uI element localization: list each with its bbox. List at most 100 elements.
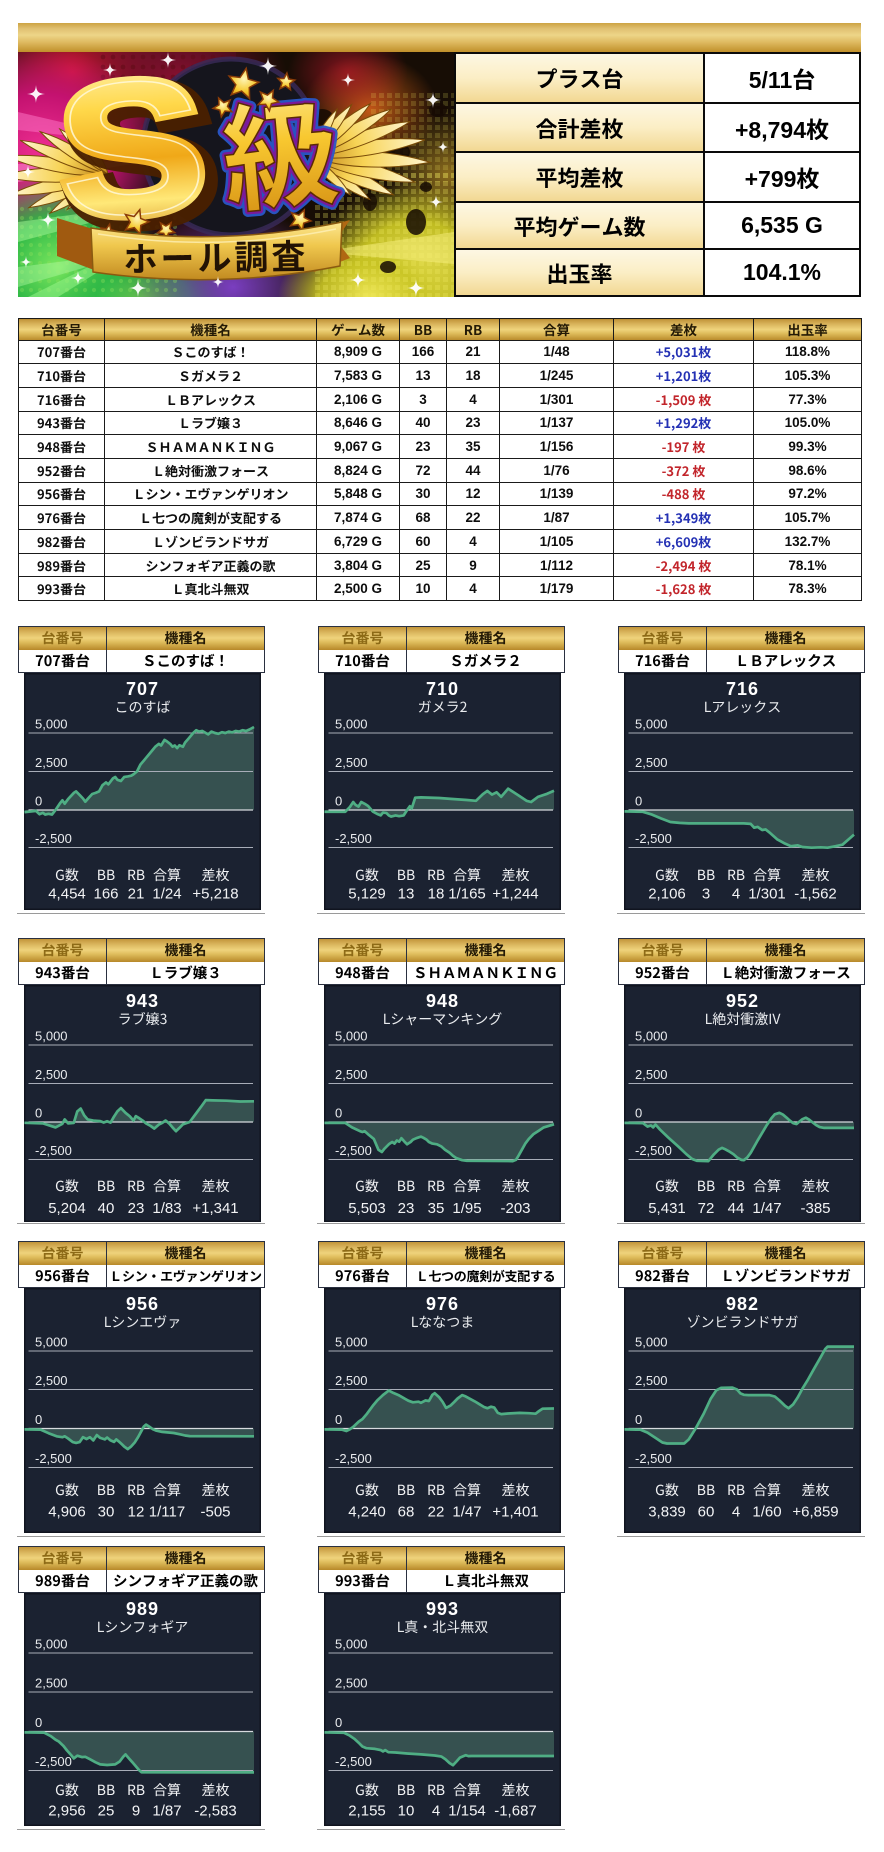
svg-text:2,155: 2,155 bbox=[348, 1803, 386, 1820]
svg-text:0: 0 bbox=[635, 1105, 642, 1120]
svg-text:合算: 合算 bbox=[753, 865, 781, 885]
svg-text:1/24: 1/24 bbox=[152, 886, 181, 903]
svg-text:956: 956 bbox=[126, 1294, 159, 1314]
svg-text:合算: 合算 bbox=[453, 1176, 481, 1196]
svg-text:差枚: 差枚 bbox=[802, 1480, 830, 1500]
svg-text:976: 976 bbox=[426, 1294, 459, 1314]
svg-text:BB: BB bbox=[697, 1176, 715, 1196]
svg-text:2,500: 2,500 bbox=[35, 1676, 68, 1691]
svg-text:2,956: 2,956 bbox=[48, 1803, 86, 1820]
svg-text:差枚: 差枚 bbox=[502, 1480, 530, 1500]
svg-text:合算: 合算 bbox=[453, 1480, 481, 1500]
svg-text:13: 13 bbox=[398, 886, 415, 903]
svg-text:+6,859: +6,859 bbox=[792, 1504, 838, 1521]
svg-text:2,500: 2,500 bbox=[635, 1067, 668, 1082]
svg-text:4,906: 4,906 bbox=[48, 1504, 86, 1521]
svg-text:ゾンビランドサガ: ゾンビランドサガ bbox=[687, 1312, 799, 1332]
svg-text:-2,500: -2,500 bbox=[335, 1754, 372, 1769]
svg-text:0: 0 bbox=[335, 1715, 342, 1730]
svg-text:-2,500: -2,500 bbox=[35, 831, 72, 846]
svg-text:4: 4 bbox=[732, 886, 740, 903]
svg-text:0: 0 bbox=[35, 1412, 42, 1427]
svg-text:ホール調査: ホール調査 bbox=[123, 229, 309, 281]
svg-text:2,106: 2,106 bbox=[648, 886, 686, 903]
svg-text:RB: RB bbox=[727, 1176, 745, 1196]
svg-text:差枚: 差枚 bbox=[202, 865, 230, 885]
svg-text:2,500: 2,500 bbox=[635, 1373, 668, 1388]
svg-text:L真・北斗無双: L真・北斗無双 bbox=[397, 1617, 489, 1637]
svg-text:2,500: 2,500 bbox=[335, 1676, 368, 1691]
svg-text:9: 9 bbox=[132, 1803, 140, 1820]
svg-text:差枚: 差枚 bbox=[802, 1176, 830, 1196]
svg-text:+1,401: +1,401 bbox=[492, 1504, 538, 1521]
svg-text:0: 0 bbox=[335, 1105, 342, 1120]
svg-text:差枚: 差枚 bbox=[202, 1780, 230, 1800]
svg-text:5,204: 5,204 bbox=[48, 1200, 86, 1217]
svg-text:3: 3 bbox=[702, 886, 710, 903]
svg-text:0: 0 bbox=[35, 1715, 42, 1730]
svg-text:40: 40 bbox=[98, 1200, 115, 1217]
svg-text:35: 35 bbox=[428, 1200, 445, 1217]
svg-text:5,000: 5,000 bbox=[335, 717, 368, 732]
svg-text:5,000: 5,000 bbox=[335, 1335, 368, 1350]
svg-text:BB: BB bbox=[397, 865, 415, 885]
svg-text:30: 30 bbox=[98, 1504, 115, 1521]
svg-text:RB: RB bbox=[427, 1480, 445, 1500]
svg-text:-505: -505 bbox=[200, 1504, 230, 1521]
svg-text:0: 0 bbox=[335, 794, 342, 809]
svg-text:25: 25 bbox=[98, 1803, 115, 1820]
svg-text:5,000: 5,000 bbox=[35, 1028, 68, 1043]
svg-text:5,000: 5,000 bbox=[635, 717, 668, 732]
svg-text:RB: RB bbox=[427, 1176, 445, 1196]
svg-text:948: 948 bbox=[426, 991, 459, 1011]
svg-text:1/95: 1/95 bbox=[452, 1200, 481, 1217]
svg-text:18: 18 bbox=[428, 886, 445, 903]
svg-text:5,000: 5,000 bbox=[35, 1335, 68, 1350]
svg-text:Lアレックス: Lアレックス bbox=[704, 697, 782, 717]
svg-text:G数: G数 bbox=[655, 865, 679, 885]
svg-text:Lシャーマンキング: Lシャーマンキング bbox=[383, 1009, 503, 1029]
svg-text:4: 4 bbox=[432, 1803, 440, 1820]
svg-text:合算: 合算 bbox=[153, 1480, 181, 1500]
svg-text:-385: -385 bbox=[800, 1200, 830, 1217]
svg-text:68: 68 bbox=[398, 1504, 415, 1521]
svg-text:合算: 合算 bbox=[753, 1480, 781, 1500]
svg-text:5,000: 5,000 bbox=[635, 1028, 668, 1043]
svg-text:1/60: 1/60 bbox=[752, 1504, 781, 1521]
svg-text:5,000: 5,000 bbox=[35, 717, 68, 732]
svg-text:-2,500: -2,500 bbox=[35, 1754, 72, 1769]
svg-text:-2,583: -2,583 bbox=[194, 1803, 237, 1820]
svg-text:G数: G数 bbox=[55, 865, 79, 885]
svg-text:合算: 合算 bbox=[153, 865, 181, 885]
svg-text:1/83: 1/83 bbox=[152, 1200, 181, 1217]
svg-text:23: 23 bbox=[398, 1200, 415, 1217]
svg-text:RB: RB bbox=[427, 1780, 445, 1800]
svg-text:+1,341: +1,341 bbox=[192, 1200, 238, 1217]
svg-text:-2,500: -2,500 bbox=[335, 1451, 372, 1466]
svg-text:RB: RB bbox=[127, 1176, 145, 1196]
svg-text:-2,500: -2,500 bbox=[635, 831, 672, 846]
svg-text:0: 0 bbox=[35, 794, 42, 809]
svg-text:716: 716 bbox=[726, 679, 759, 699]
svg-text:級: 級 bbox=[215, 59, 345, 236]
svg-text:RB: RB bbox=[127, 1780, 145, 1800]
svg-text:2,500: 2,500 bbox=[35, 1373, 68, 1388]
svg-text:0: 0 bbox=[635, 794, 642, 809]
svg-text:G数: G数 bbox=[355, 1176, 379, 1196]
svg-text:2,500: 2,500 bbox=[335, 755, 368, 770]
svg-text:-2,500: -2,500 bbox=[335, 831, 372, 846]
svg-text:2,500: 2,500 bbox=[35, 755, 68, 770]
svg-text:5,503: 5,503 bbox=[348, 1200, 386, 1217]
svg-text:10: 10 bbox=[398, 1803, 415, 1820]
svg-text:0: 0 bbox=[335, 1412, 342, 1427]
svg-text:G数: G数 bbox=[355, 1480, 379, 1500]
svg-text:72: 72 bbox=[698, 1200, 715, 1217]
svg-text:1/165: 1/165 bbox=[448, 886, 486, 903]
svg-text:-2,500: -2,500 bbox=[635, 1143, 672, 1158]
svg-text:差枚: 差枚 bbox=[502, 1176, 530, 1196]
svg-text:BB: BB bbox=[397, 1780, 415, 1800]
svg-text:1/154: 1/154 bbox=[448, 1803, 486, 1820]
svg-text:+1,244: +1,244 bbox=[492, 886, 538, 903]
svg-text:1/87: 1/87 bbox=[152, 1803, 181, 1820]
svg-text:ラブ嬢3: ラブ嬢3 bbox=[118, 1009, 168, 1029]
